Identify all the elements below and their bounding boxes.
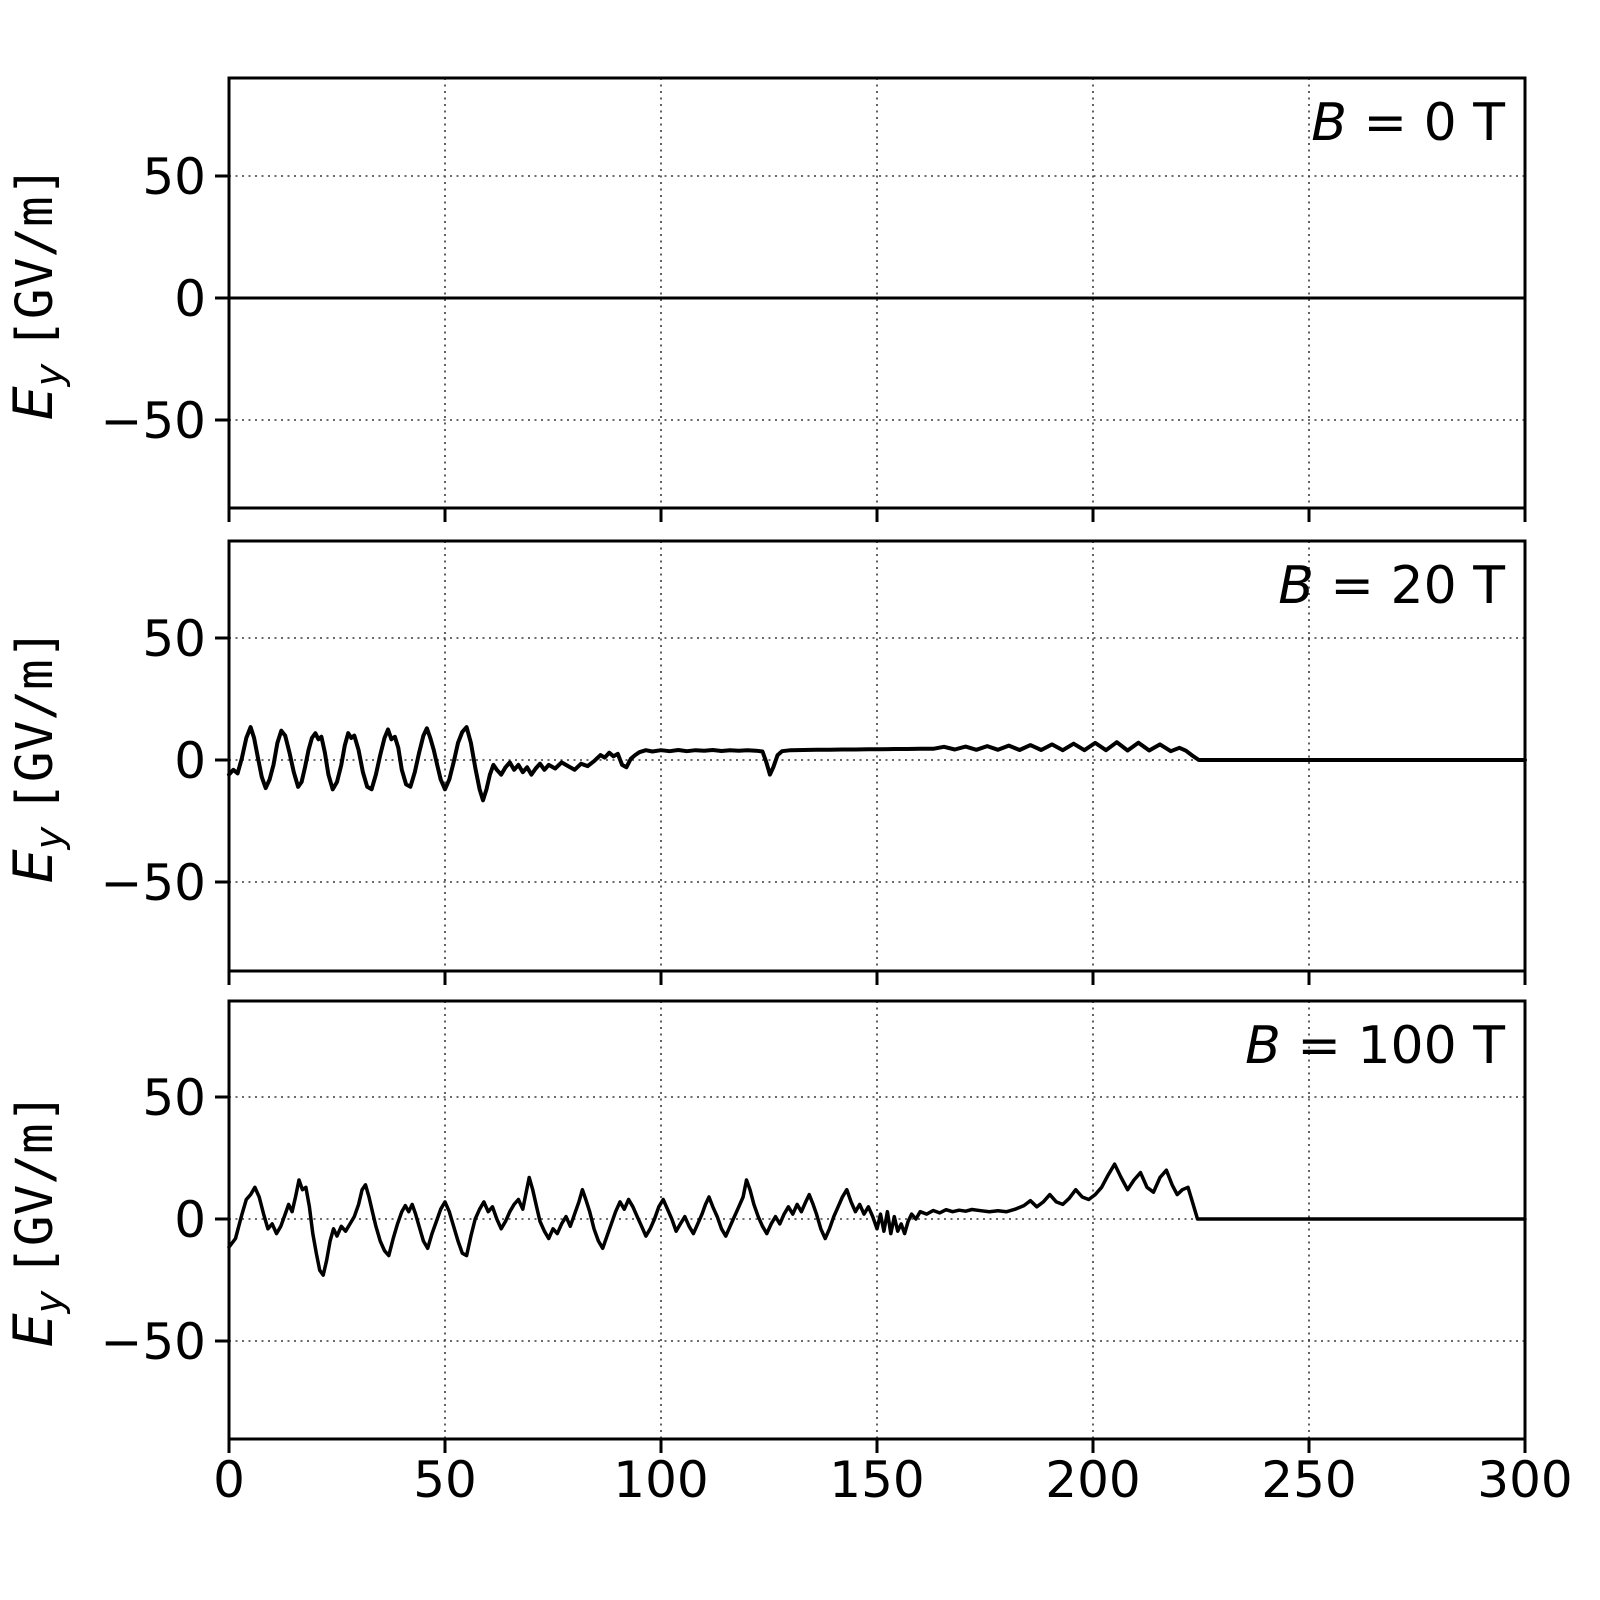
panel-label-b100: B = 100 T: [1245, 1016, 1505, 1076]
y-tick-label: 0: [174, 270, 206, 328]
y-tick-label: 50: [142, 1069, 206, 1127]
y-tick-label: 0: [174, 1191, 206, 1249]
x-tick-label: 200: [1045, 1451, 1140, 1509]
panel-b100: 50 0 −50 B = 100 T Ey[GV/m]: [2, 999, 1527, 1453]
y-tick-label: −50: [100, 854, 206, 912]
x-tick-label: 300: [1477, 1451, 1572, 1509]
panel-label-b0: B = 0 T: [1311, 93, 1505, 153]
x-tick-label: 50: [413, 1451, 477, 1509]
y-tick-label: −50: [100, 392, 206, 450]
x-tick-label: 100: [613, 1451, 708, 1509]
panel-b0: 50 0 −50 B = 0 T Ey[GV/m]: [2, 76, 1527, 522]
panel-b20: 50 0 −50 B = 20 T Ey[GV/m]: [2, 539, 1527, 985]
y-tick-label: 50: [142, 148, 206, 206]
x-tick-label: 250: [1261, 1451, 1356, 1509]
curve-b20: [227, 725, 1527, 803]
y-tick-label: 0: [174, 732, 206, 790]
y-axis-label: Ey[GV/m]: [2, 1093, 71, 1348]
y-tick-label: 50: [142, 610, 206, 668]
y-axis-label: Ey[GV/m]: [2, 166, 71, 421]
curve-b100: [227, 1162, 1527, 1277]
y-tick-label: −50: [100, 1313, 206, 1371]
x-tick-label: 150: [829, 1451, 924, 1509]
y-axis-label: Ey[GV/m]: [2, 629, 71, 884]
x-tick-label: 0: [213, 1451, 245, 1509]
panel-label-b20: B = 20 T: [1278, 556, 1505, 616]
